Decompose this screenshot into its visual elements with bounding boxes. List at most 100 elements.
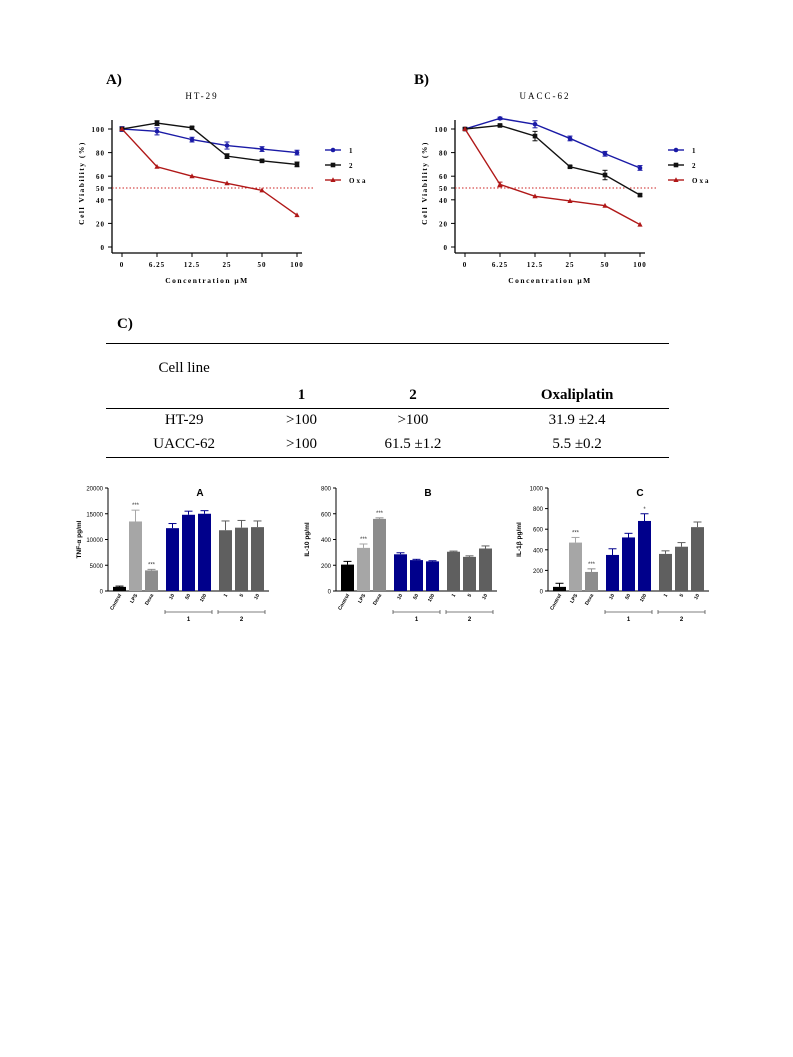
y-tick-label: 60 <box>439 173 448 181</box>
bar <box>410 560 423 591</box>
bar <box>463 556 476 591</box>
data-point <box>294 162 300 167</box>
x-tick-label: 100 <box>639 593 648 603</box>
series-line-2 <box>121 122 298 166</box>
x-tick-label: LPS <box>357 592 367 604</box>
data-point <box>497 181 503 187</box>
y-tick-label: 100 <box>435 126 449 134</box>
x-axis-label: Concentration μM <box>508 276 591 285</box>
group-label: 1 <box>415 617 419 623</box>
x-tick-label: 10 <box>396 593 404 601</box>
legend-label: Oxa <box>692 177 710 185</box>
legend-label: 1 <box>349 147 355 155</box>
bar <box>606 554 619 591</box>
bar <box>129 521 142 591</box>
legend-label: Oxa <box>349 177 367 185</box>
x-tick-label: 0 <box>120 261 125 269</box>
data-point <box>637 165 643 171</box>
data-point <box>532 193 538 199</box>
data-point <box>497 116 503 121</box>
data-point <box>189 173 195 179</box>
series-line-1 <box>121 128 298 154</box>
bar <box>691 527 704 591</box>
x-tick-label: 100 <box>633 261 647 269</box>
legend-marker <box>330 177 336 182</box>
significance-label: *** <box>376 511 384 517</box>
il1b-bar-chart: C 0 200 400 600 800 1000 IL-1β pg/ml Control *** L… <box>516 487 709 623</box>
significance-label: *** <box>588 562 596 568</box>
data-point <box>567 198 573 203</box>
cell-line-name: HT-29 <box>164 411 204 428</box>
data-point <box>637 192 643 198</box>
x-tick-label: 10 <box>693 593 701 601</box>
y-tick-label: 0 <box>100 590 104 596</box>
bar <box>622 537 635 591</box>
data-point <box>602 151 608 157</box>
x-tick-label: 10 <box>608 593 616 601</box>
significance-label: *** <box>360 537 368 543</box>
data-point <box>119 126 125 131</box>
x-tick-label: 50 <box>601 261 610 269</box>
legend-marker <box>673 162 679 168</box>
data-point <box>224 143 230 148</box>
bar <box>569 542 582 591</box>
cell-value: 31.9 ±2.4 <box>548 411 606 428</box>
data-point <box>637 221 643 227</box>
group-label: 2 <box>240 617 244 623</box>
y-tick-label: 0 <box>328 590 332 596</box>
x-tick-label: 50 <box>412 593 420 601</box>
significance-label: * <box>643 507 646 513</box>
bar <box>638 520 651 591</box>
x-tick-label: Control <box>337 592 351 611</box>
bar <box>166 528 179 591</box>
bar <box>479 548 492 591</box>
significance-label: *** <box>132 503 140 509</box>
bar <box>219 530 232 591</box>
cell-value: 5.5 ±0.2 <box>552 435 602 452</box>
table-row: UACC-62 >100 61.5 ±1.2 5.5 ±0.2 <box>106 431 669 458</box>
cell-value: >100 <box>286 435 317 452</box>
table-header-row: Cell line 1 2 Oxaliplatin <box>106 343 669 409</box>
group-label: 2 <box>680 617 684 623</box>
bar <box>675 546 688 591</box>
header-compound-1: 1 <box>297 387 306 403</box>
cell-value: 61.5 ±1.2 <box>384 435 442 452</box>
significance-label: *** <box>572 530 580 536</box>
group-label: 1 <box>627 617 631 623</box>
y-tick-label: 800 <box>533 507 544 513</box>
bar <box>585 571 598 591</box>
x-tick-label: Dexa <box>584 593 595 607</box>
y-tick-label: 400 <box>321 538 332 544</box>
x-tick-label: 1 <box>223 593 230 599</box>
legend-marker <box>330 147 336 153</box>
x-tick-label: 12.5 <box>527 261 543 269</box>
bar <box>394 554 407 591</box>
x-tick-label: 6.25 <box>149 261 165 269</box>
chart-title: C <box>636 488 643 499</box>
x-tick-label: 50 <box>184 593 192 601</box>
data-point <box>259 146 265 152</box>
x-tick-label: 50 <box>624 593 632 601</box>
data-point <box>602 202 608 208</box>
data-point <box>154 163 160 169</box>
header-oxaliplatin: Oxaliplatin <box>540 387 614 403</box>
bar <box>426 561 439 591</box>
x-tick-label: 12.5 <box>184 261 200 269</box>
y-tick-label: 50 <box>439 185 448 193</box>
data-point <box>259 187 265 193</box>
tnf-alpha-bar-chart: A 0 5000 10000 15000 20000 TNF-α pg/ml Control *… <box>76 487 269 623</box>
data-point <box>189 137 195 142</box>
bar <box>251 527 264 591</box>
data-point <box>189 125 195 131</box>
group-label: 1 <box>187 617 191 623</box>
chart-title: HT-29 <box>185 91 218 101</box>
chart-title: B <box>424 488 431 499</box>
data-point <box>497 123 503 128</box>
legend-label: 1 <box>692 147 698 155</box>
y-tick-label: 80 <box>439 150 448 158</box>
header-compound-2: 2 <box>409 387 417 403</box>
series-line-1 <box>464 117 641 169</box>
bar <box>113 586 126 591</box>
y-tick-label: 60 <box>96 173 105 181</box>
panel-label-c: C) <box>117 316 133 332</box>
